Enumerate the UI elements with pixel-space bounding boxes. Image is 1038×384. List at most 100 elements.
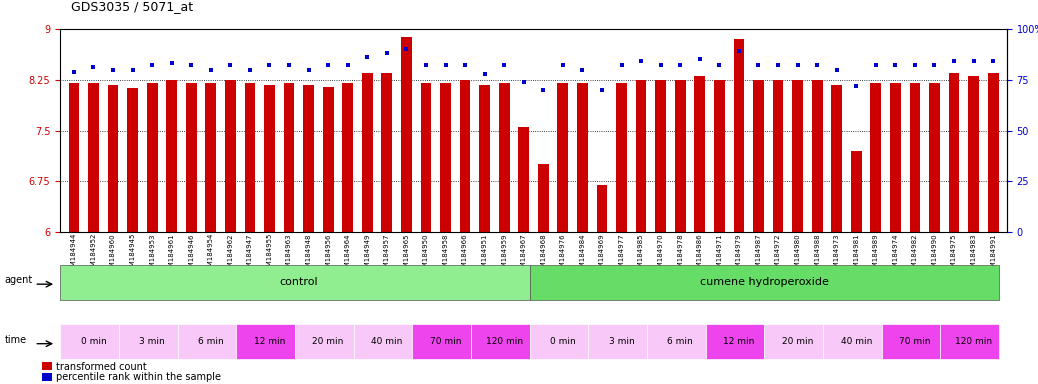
Point	[965, 58, 982, 65]
Bar	[460, 80, 470, 232]
Point	[711, 62, 728, 68]
Bar	[772, 80, 784, 232]
Point	[946, 58, 962, 65]
Bar	[354, 324, 412, 359]
Point	[554, 62, 571, 68]
Bar	[206, 83, 216, 232]
Point	[65, 68, 82, 74]
Bar	[597, 185, 607, 232]
Text: 12 min: 12 min	[254, 337, 285, 346]
Point	[417, 62, 434, 68]
Text: 6 min: 6 min	[667, 337, 693, 346]
Bar	[264, 85, 275, 232]
Bar	[871, 83, 881, 232]
Point	[379, 50, 395, 56]
Bar	[323, 87, 333, 232]
Point	[731, 48, 747, 54]
Point	[280, 62, 297, 68]
Point	[476, 71, 493, 77]
Bar	[754, 80, 764, 232]
Text: 70 min: 70 min	[430, 337, 461, 346]
Bar	[295, 324, 354, 359]
Text: 12 min: 12 min	[723, 337, 755, 346]
Bar	[655, 80, 666, 232]
Point	[399, 46, 415, 52]
Bar	[734, 39, 744, 232]
Text: 0 min: 0 min	[550, 337, 576, 346]
Text: percentile rank within the sample: percentile rank within the sample	[56, 372, 221, 382]
Bar	[929, 83, 939, 232]
Bar	[283, 83, 295, 232]
Point	[262, 62, 278, 68]
Point	[183, 62, 199, 68]
Point	[985, 58, 1002, 65]
Point	[809, 62, 825, 68]
Point	[770, 62, 787, 68]
Bar	[851, 151, 862, 232]
Point	[105, 66, 121, 73]
Text: 20 min: 20 min	[782, 337, 813, 346]
Bar	[128, 88, 138, 232]
Bar	[440, 83, 450, 232]
Bar	[381, 73, 392, 232]
Point	[906, 62, 923, 68]
Bar	[647, 324, 706, 359]
Bar	[146, 83, 158, 232]
Bar	[480, 85, 490, 232]
Point	[887, 62, 904, 68]
Bar	[471, 324, 529, 359]
Point	[691, 56, 708, 62]
Point	[457, 62, 473, 68]
Bar	[909, 83, 921, 232]
Bar	[792, 80, 803, 232]
Bar	[166, 80, 177, 232]
Point	[633, 58, 650, 65]
Bar	[577, 83, 588, 232]
Point	[339, 62, 356, 68]
Point	[652, 62, 668, 68]
Point	[926, 62, 943, 68]
Bar	[529, 265, 999, 300]
Bar	[362, 73, 373, 232]
Bar	[69, 83, 79, 232]
Text: 0 min: 0 min	[81, 337, 106, 346]
Text: 70 min: 70 min	[899, 337, 931, 346]
Bar	[714, 80, 725, 232]
Text: 120 min: 120 min	[486, 337, 523, 346]
Bar	[764, 324, 823, 359]
Bar	[635, 80, 647, 232]
Text: 3 min: 3 min	[608, 337, 634, 346]
Point	[574, 66, 591, 73]
Bar	[88, 83, 99, 232]
Point	[750, 62, 767, 68]
Point	[848, 83, 865, 89]
Point	[222, 62, 239, 68]
Bar	[557, 83, 568, 232]
Text: 3 min: 3 min	[139, 337, 165, 346]
Bar	[589, 324, 647, 359]
Text: agent: agent	[4, 275, 33, 285]
Bar	[412, 324, 471, 359]
Text: 20 min: 20 min	[312, 337, 344, 346]
Bar	[42, 372, 52, 381]
Bar	[890, 83, 901, 232]
Point	[868, 62, 884, 68]
Bar	[988, 73, 999, 232]
Point	[144, 62, 161, 68]
Bar	[401, 37, 412, 232]
Bar	[499, 83, 510, 232]
Bar	[940, 324, 999, 359]
Bar	[812, 80, 822, 232]
Bar	[60, 324, 119, 359]
Bar	[108, 85, 118, 232]
Point	[163, 60, 180, 66]
Point	[594, 87, 610, 93]
Point	[85, 65, 102, 71]
Point	[535, 87, 551, 93]
Bar	[60, 265, 529, 300]
Bar	[675, 80, 686, 232]
Text: GDS3035 / 5071_at: GDS3035 / 5071_at	[71, 0, 193, 13]
Bar	[823, 324, 881, 359]
Text: time: time	[4, 335, 27, 345]
Point	[125, 66, 141, 73]
